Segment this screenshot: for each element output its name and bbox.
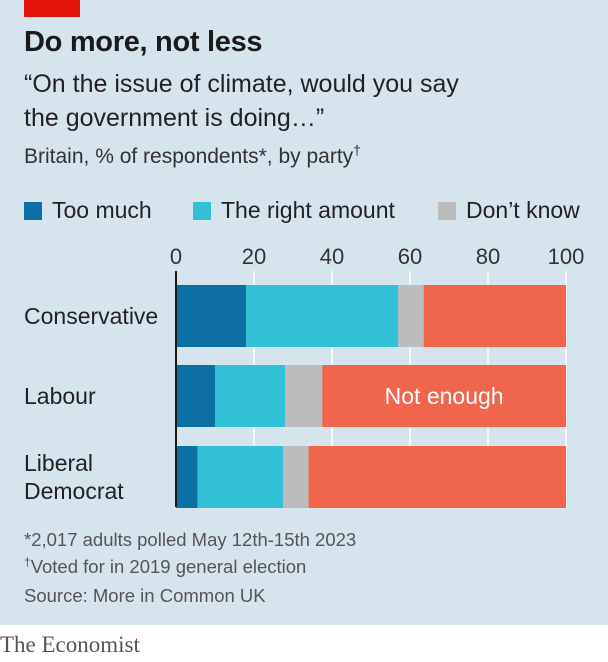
legend-swatch-dont-know [438,202,456,220]
chart-subtitle-line1: “On the issue of climate, would you say [24,70,459,98]
bar-segment-the-right-amount [215,365,286,427]
dagger-mark: † [24,555,31,569]
bar-segment-not-enough [308,446,566,508]
footnote-vote-text: Voted for in 2019 general election [30,556,307,578]
x-tick-label: 60 [398,244,422,269]
bar-segment-too-much [176,285,247,347]
chart-subtitle-line3: Britain, % of respondents*, by party† [24,142,361,169]
bar-segment-too-much [176,365,215,427]
bar-segment-not-enough [322,365,566,427]
category-label: Conservative [24,303,158,329]
source-note: Source: More in Common UK [24,585,266,606]
x-tick-label: 0 [170,244,182,269]
brand-red-tag [24,0,80,17]
x-tick-label: 20 [242,244,266,269]
legend-swatch-too-much [24,202,42,220]
category-label: Labour [24,383,96,409]
x-tick-label: 40 [320,244,344,269]
subtitle-text: Britain, % of respondents*, by party [24,145,354,168]
stacked-bar-chart: 0 20 40 60 80 100 Conservative Labour Liberal Dem… [24,244,585,508]
legend-swatch-right-amount [193,202,211,220]
bar-segment-the-right-amount [246,285,399,347]
bar-segment-not-enough [423,285,566,347]
x-tick-label: 80 [476,244,500,269]
legend-label-dont-know: Don’t know [466,197,580,223]
chart-title: Do more, not less [24,26,263,58]
x-tick-label: 100 [548,244,585,269]
category-label: Liberal Democrat [24,450,124,504]
dagger-mark: † [353,142,361,158]
bar-segment-don-t-know [283,446,309,508]
annotation-not-enough: Not enough [385,383,504,409]
bar-segment-don-t-know [398,285,424,347]
bar-segment-the-right-amount [197,446,284,508]
legend-label-too-much: Too much [52,197,152,223]
footnote-vote: †Voted for in 2019 general election [24,555,306,578]
bar-segment-don-t-know [285,365,323,427]
publisher-brand: The Economist [0,632,140,657]
legend-label-right-amount: The right amount [221,197,395,223]
bar-segment-too-much [176,446,198,508]
chart-subtitle-line2: the government is doing…” [24,104,325,132]
footnote-sample: *2,017 adults polled May 12th-15th 2023 [24,529,357,550]
